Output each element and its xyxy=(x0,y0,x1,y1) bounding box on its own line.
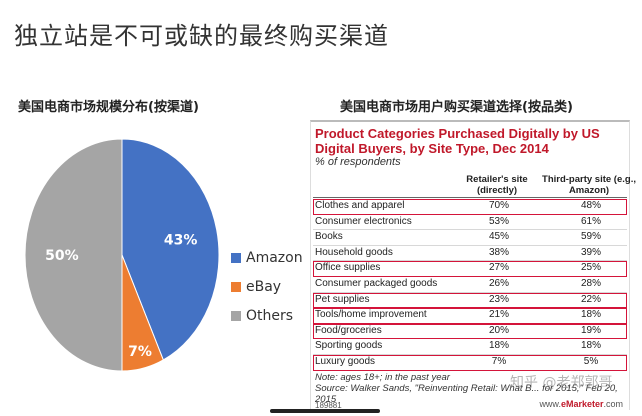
row-retailer-value: 23% xyxy=(488,293,509,305)
table-subtitle: % of respondents xyxy=(315,156,401,168)
publisher-brand: eMarketer xyxy=(560,399,604,409)
legend-label-ebay: eBay xyxy=(246,278,282,295)
row-retailer-value: 38% xyxy=(488,246,509,258)
table-row: Clothes and apparel 70% 48% xyxy=(313,199,627,215)
row-category: Consumer packaged goods xyxy=(315,277,438,289)
row-third-party-value: 39% xyxy=(580,246,601,258)
page-title: 独立站是不可或缺的最终购买渠道 xyxy=(14,22,389,50)
row-third-party-value: 25% xyxy=(580,262,601,274)
legend-item-others: Others xyxy=(231,301,303,330)
row-third-party-value: 5% xyxy=(583,355,599,367)
row-third-party-value: 19% xyxy=(580,324,601,336)
table-row: Food/groceries 20% 19% xyxy=(313,323,627,340)
row-retailer-value: 26% xyxy=(488,277,509,289)
column-header-retailer: Retailer's site (directly) xyxy=(466,174,528,196)
legend-label-amazon: Amazon xyxy=(246,249,303,266)
row-category: Sporting goods xyxy=(315,340,383,352)
legend-item-amazon: Amazon xyxy=(231,243,303,272)
table-row: Luxury goods 7% 5% xyxy=(313,354,627,371)
zhihu-watermark: 知乎 @老郑郭哥 xyxy=(510,375,613,391)
pie-label-ebay: 7% xyxy=(128,344,152,360)
legend-label-others: Others xyxy=(246,307,294,324)
emarketer-table-panel: Product Categories Purchased Digitally b… xyxy=(310,120,636,410)
table-row: Tools/home improvement 21% 18% xyxy=(313,308,627,324)
row-category: Books xyxy=(315,231,343,243)
table-body: Clothes and apparel 70% 48% Consumer electr… xyxy=(313,199,627,371)
row-category: Tools/home improvement xyxy=(315,309,427,321)
row-third-party-value: 61% xyxy=(580,215,601,227)
row-category: Food/groceries xyxy=(315,324,382,336)
row-third-party-value: 18% xyxy=(580,340,601,352)
table-row: Pet supplies 23% 22% xyxy=(313,292,627,309)
row-retailer-value: 18% xyxy=(488,340,509,352)
row-category: Pet supplies xyxy=(315,293,370,305)
row-category: Luxury goods xyxy=(315,355,376,367)
row-retailer-value: 53% xyxy=(488,215,509,227)
table-title: Product Categories Purchased Digitally b… xyxy=(315,126,600,156)
table-row: Books 45% 59% xyxy=(313,230,627,246)
table-row: Consumer electronics 53% 61% xyxy=(313,215,627,231)
note-text: Note: ages 18+; in the past year xyxy=(315,372,450,383)
legend-item-ebay: eBay xyxy=(231,272,303,301)
column-header-third-party: Third-party site (e.g., Amazon) xyxy=(542,174,636,196)
chart-id: 189881 xyxy=(315,401,342,410)
publisher-credit: www.eMarketer.com xyxy=(539,399,623,409)
row-retailer-value: 27% xyxy=(488,262,509,274)
row-third-party-value: 28% xyxy=(580,277,601,289)
pie-label-amazon: 43% xyxy=(164,232,198,248)
table-row: Consumer packaged goods 26% 28% xyxy=(313,277,627,293)
source-text: Source: Walker Sands, "Reinventing Retai… xyxy=(315,383,618,405)
row-retailer-value: 45% xyxy=(488,231,509,243)
row-retailer-value: 20% xyxy=(488,324,509,336)
table-row: Office supplies 27% 25% xyxy=(313,261,627,277)
pie-slice-others xyxy=(24,138,123,372)
legend-swatch-ebay xyxy=(231,281,241,292)
table-section-title: 美国电商市场用户购买渠道选择(按品类) xyxy=(340,100,573,115)
table-note: Note: ages 18+; in the past year Source:… xyxy=(315,372,627,405)
row-retailer-value: 7% xyxy=(491,355,507,367)
row-third-party-value: 59% xyxy=(580,231,601,243)
pie-chart-title: 美国电商市场规模分布(按渠道) xyxy=(18,100,199,115)
legend-swatch-others xyxy=(231,310,241,321)
pie-label-others: 50% xyxy=(45,248,79,264)
publisher-suffix: .com xyxy=(603,399,623,409)
row-category: Clothes and apparel xyxy=(315,200,405,211)
pie-chart: 43% 7% 50% xyxy=(24,138,220,372)
row-third-party-value: 22% xyxy=(580,293,601,305)
table-row: Sporting goods 18% 18% xyxy=(313,339,627,355)
row-retailer-value: 21% xyxy=(488,309,509,321)
pie-legend: Amazon eBay Others xyxy=(231,243,303,330)
header-divider xyxy=(313,197,627,198)
home-indicator-bar xyxy=(270,409,380,413)
row-category: Consumer electronics xyxy=(315,215,412,227)
row-category: Household goods xyxy=(315,246,393,258)
row-third-party-value: 48% xyxy=(580,200,601,211)
row-retailer-value: 70% xyxy=(488,200,509,211)
publisher-prefix: www. xyxy=(539,399,561,409)
row-category: Office supplies xyxy=(315,262,381,274)
legend-swatch-amazon xyxy=(231,252,241,263)
pie-slice-amazon xyxy=(121,138,220,361)
row-third-party-value: 18% xyxy=(580,309,601,321)
table-row: Household goods 38% 39% xyxy=(313,246,627,262)
